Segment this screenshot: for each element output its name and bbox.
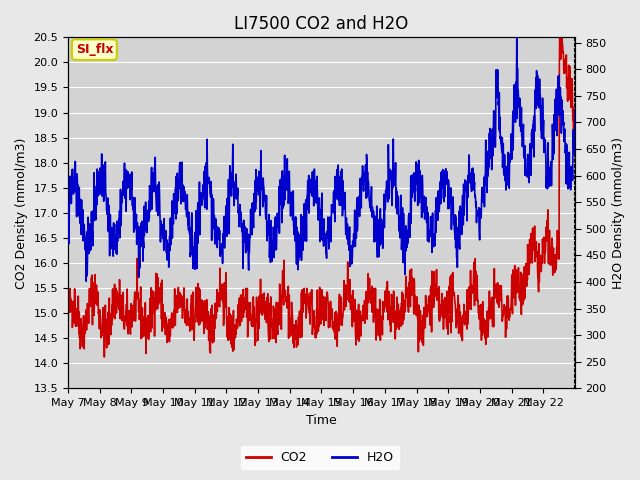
Title: LI7500 CO2 and H2O: LI7500 CO2 and H2O (234, 15, 408, 33)
Text: SI_flx: SI_flx (76, 43, 113, 56)
Y-axis label: H2O Density (mmol/m3): H2O Density (mmol/m3) (612, 137, 625, 289)
Y-axis label: CO2 Density (mmol/m3): CO2 Density (mmol/m3) (15, 137, 28, 288)
Legend: CO2, H2O: CO2, H2O (241, 446, 399, 469)
X-axis label: Time: Time (306, 414, 337, 427)
